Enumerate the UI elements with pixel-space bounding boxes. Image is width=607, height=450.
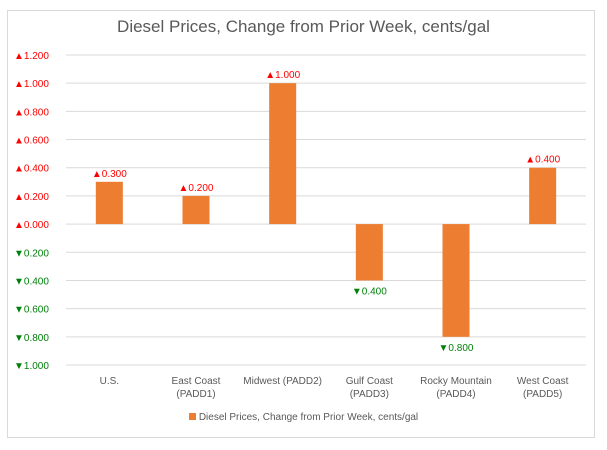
x-tick-label: U.S. [100,376,119,387]
y-tick-label: ▲1.200 [14,51,49,62]
bar [355,224,383,281]
x-tick-label: (PADD4) [436,389,475,400]
chart-title: Diesel Prices, Change from Prior Week, c… [117,17,490,36]
chart-legend: Diesel Prices, Change from Prior Week, c… [0,412,607,423]
x-tick-label: (PADD3) [350,389,389,400]
bar [95,181,123,225]
data-label: ▼0.800 [439,343,474,354]
x-tick-label: (PADD1) [176,389,215,400]
y-tick-label: ▼0.200 [14,248,49,259]
y-tick-label: ▲0.600 [14,136,49,147]
bar [269,83,297,225]
legend-label: Diesel Prices, Change from Prior Week, c… [198,412,419,423]
x-tick-label: West Coast [517,376,569,387]
y-tick-label: ▲1.000 [14,79,49,90]
x-tick-label: Midwest (PADD2) [243,376,322,387]
legend-swatch [188,413,196,420]
bar [442,224,470,337]
y-tick-label: ▲0.800 [14,107,49,118]
y-tick-label: ▲0.400 [14,164,49,175]
data-label: ▼0.400 [352,286,387,297]
y-tick-label: ▼0.800 [14,333,49,344]
bar [182,195,210,225]
data-label: ▲0.300 [92,169,127,180]
x-tick-label: Gulf Coast [346,376,393,387]
x-tick-label: East Coast [172,376,221,387]
data-label: ▲0.200 [179,183,214,194]
bar [529,167,557,225]
x-tick-label: Rocky Mountain [420,376,492,387]
data-label: ▲1.000 [265,70,300,81]
y-tick-label: ▼1.000 [14,361,49,372]
x-tick-label: (PADD5) [523,389,562,400]
y-tick-label: ▼0.600 [14,305,49,316]
y-tick-label: ▲0.200 [14,192,49,203]
y-tick-label: ▲0.000 [14,220,49,231]
data-label: ▲0.400 [525,155,560,166]
y-tick-label: ▼0.400 [14,276,49,287]
